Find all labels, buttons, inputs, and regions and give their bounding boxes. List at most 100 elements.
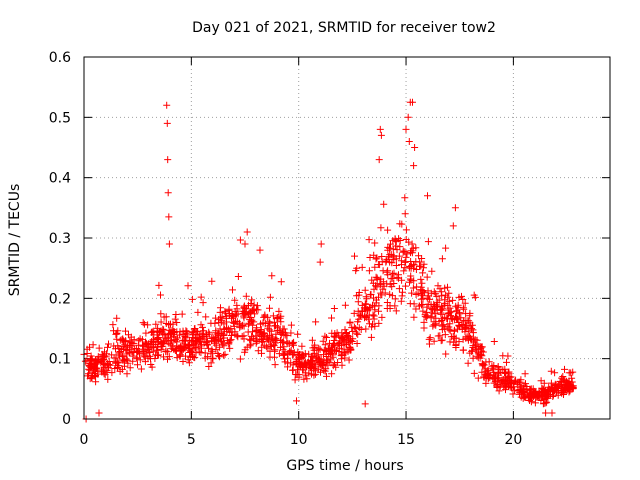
data-point [86,343,93,351]
data-point [455,319,463,326]
data-point [320,346,328,354]
data-point [219,334,227,342]
data-point [347,346,355,354]
x-tick-label: 10 [290,432,308,448]
data-point [389,245,397,253]
data-point [548,409,556,417]
data-point [375,319,383,327]
data-point [499,352,507,360]
data-point [405,238,413,246]
data-point [121,362,128,370]
data-point [367,333,375,341]
data-point [407,249,414,257]
data-point [363,307,371,315]
data-point [126,349,134,357]
data-point [373,254,381,262]
data-point [405,138,413,145]
data-point [480,361,488,369]
data-point [460,305,468,313]
data-point [464,359,472,367]
data-point [186,346,194,354]
data-point [231,296,239,304]
x-axis-label: GPS time / hours [286,458,403,474]
data-point [258,333,265,340]
data-point [274,322,281,330]
data-point [193,331,201,339]
data-point [219,340,227,348]
data-point [541,391,549,399]
data-point [162,313,170,321]
data-point [372,282,379,290]
data-point [441,313,449,321]
data-point [525,393,532,400]
data-point [250,318,258,326]
data-point [366,320,373,328]
data-point [240,322,248,330]
data-point [271,346,279,354]
data-point [171,315,179,323]
data-point [236,236,244,244]
data-point [366,254,374,261]
data-point [388,259,396,267]
data-point [371,322,379,330]
data-point [511,377,519,385]
data-point [319,359,327,366]
data-point [461,324,469,332]
data-point [338,361,346,369]
data-point [339,333,347,341]
data-point [410,313,418,321]
data-point [271,353,278,361]
data-point [247,308,255,316]
data-point [377,131,385,139]
data-point [309,352,317,360]
data-point [431,310,439,318]
data-point [449,296,457,304]
data-point [172,311,180,318]
data-point [163,334,171,342]
data-point [278,339,286,346]
data-point [346,319,354,327]
data-point [442,244,450,252]
data-point [432,320,440,328]
data-point [390,269,398,277]
data-point [111,365,119,372]
data-point [256,246,264,254]
data-point [564,379,572,387]
data-point [408,240,416,248]
data-point [544,394,552,402]
data-point [366,303,374,311]
data-point [106,361,114,369]
data-point [287,359,295,367]
data-point [95,344,103,352]
chart-title: Day 021 of 2021, SRMTID for receiver tow… [192,20,496,36]
data-point [377,281,385,289]
data-point [211,338,219,346]
data-point [179,358,187,365]
data-point [264,324,272,332]
data-point [275,307,283,315]
data-point [478,368,486,376]
data-point [407,264,415,272]
data-point [302,361,309,369]
data-point [126,364,134,372]
data-point [303,375,311,383]
data-point [420,289,428,297]
data-point [447,333,455,341]
data-point [169,320,177,328]
data-point [186,336,194,344]
data-point [340,338,348,346]
data-point [559,373,567,380]
data-point [441,331,449,339]
data-point [364,315,372,323]
data-point [142,329,150,337]
data-point [417,295,425,303]
data-point [425,292,433,300]
data-point [372,255,380,263]
data-point [501,365,509,373]
data-point [412,244,420,252]
data-point [432,290,440,298]
data-point [462,322,470,330]
data-point [434,332,442,340]
data-point [104,343,111,351]
